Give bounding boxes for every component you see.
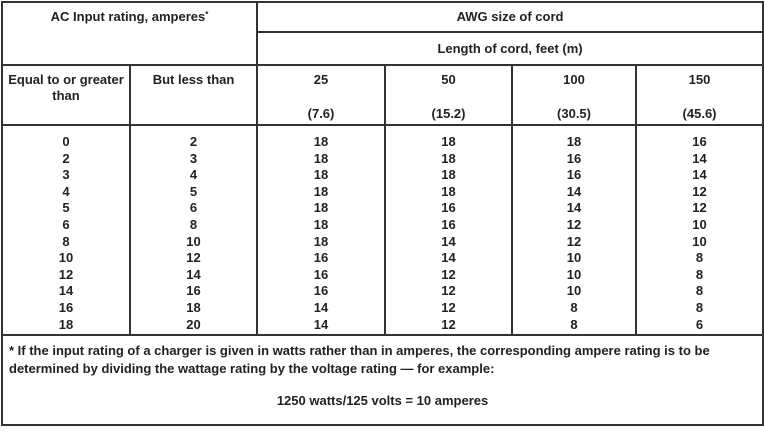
table-cell: 12 xyxy=(692,200,707,216)
table-cell: 6 xyxy=(62,216,70,232)
table-cell: 14 xyxy=(566,183,582,199)
footnote: * If the input rating of a charger is gi… xyxy=(0,334,764,426)
table-cell: 18 xyxy=(313,200,329,216)
length-header: Length of cord, feet (m) xyxy=(256,31,764,66)
table-cell: 12 xyxy=(441,299,456,315)
table-cell: 18 xyxy=(313,167,329,183)
table-cell: 18 xyxy=(441,167,456,183)
table-cell: 2 xyxy=(62,150,70,166)
table-cell: 6 xyxy=(189,200,198,216)
ft150-column: 16 14 14 12 12 10 10 8 8 8 8 6 xyxy=(635,124,764,336)
length-100-header: 100 (30.5) xyxy=(511,64,638,126)
table-cell: 18 xyxy=(186,299,201,315)
table-cell: 10 xyxy=(692,233,707,249)
table-cell: 3 xyxy=(62,167,70,183)
table-cell: 14 xyxy=(692,150,707,166)
table-cell: 16 xyxy=(58,299,74,315)
table-cell: 8 xyxy=(189,216,198,232)
table-cell: 6 xyxy=(695,316,704,332)
table-cell: 12 xyxy=(58,266,74,282)
table-cell: 16 xyxy=(441,200,456,216)
table-cell: 14 xyxy=(566,200,582,216)
table-cell: 18 xyxy=(313,216,329,232)
table-cell: 10 xyxy=(566,266,582,282)
table-cell: 14 xyxy=(313,316,329,332)
max-header: But less than xyxy=(128,64,259,126)
table-cell: 14 xyxy=(441,250,456,266)
table-cell: 14 xyxy=(692,167,707,183)
table-cell: 8 xyxy=(695,250,704,266)
ft100-column: 18 16 16 14 14 12 12 10 10 10 8 8 xyxy=(511,124,638,336)
max-column: 2 3 4 5 6 8 10 12 14 16 18 20 xyxy=(128,124,259,336)
table-cell: 12 xyxy=(566,233,582,249)
input-rating-header: AC Input rating, amperes* xyxy=(0,1,259,66)
table-cell: 12 xyxy=(186,250,201,266)
min-header: Equal to or greater than xyxy=(1,64,131,126)
table-cell: 8 xyxy=(695,266,704,282)
table-cell: 20 xyxy=(186,316,201,332)
table-cell: 18 xyxy=(58,316,74,332)
table-cell: 4 xyxy=(62,183,70,199)
table-cell: 3 xyxy=(189,150,198,166)
table-cell: 10 xyxy=(692,216,707,232)
awg-header: AWG size of cord xyxy=(256,1,764,33)
table-cell: 12 xyxy=(566,216,582,232)
table-cell: 18 xyxy=(441,150,456,166)
table-cell: 18 xyxy=(566,134,582,149)
length-150-header: 150 (45.6) xyxy=(635,64,764,126)
ft25-column: 18 18 18 18 18 18 18 16 16 16 14 14 xyxy=(256,124,387,336)
table-cell: 14 xyxy=(313,299,329,315)
table-cell: 10 xyxy=(186,233,201,249)
table-cell: 18 xyxy=(313,183,329,199)
table-cell: 8 xyxy=(62,233,70,249)
table-cell: 10 xyxy=(566,283,582,299)
table-cell: 10 xyxy=(58,250,74,266)
table-cell: 16 xyxy=(692,134,707,149)
table-cell: 12 xyxy=(441,283,456,299)
table-cell: 14 xyxy=(441,233,456,249)
table-cell: 14 xyxy=(186,266,201,282)
table-cell: 18 xyxy=(313,233,329,249)
table-cell: 8 xyxy=(570,316,578,332)
table-cell: 8 xyxy=(570,299,578,315)
table-cell: 18 xyxy=(441,134,456,149)
table-cell: 10 xyxy=(566,250,582,266)
table-cell: 18 xyxy=(313,134,329,149)
min-column: 0 2 3 4 5 6 8 10 12 14 16 18 xyxy=(1,124,131,336)
length-50-header: 50 (15.2) xyxy=(384,64,514,126)
table-cell: 12 xyxy=(692,183,707,199)
table-cell: 2 xyxy=(189,134,198,149)
table-cell: 4 xyxy=(189,167,198,183)
table-cell: 16 xyxy=(566,150,582,166)
awg-cord-size-table: AC Input rating, amperes* AWG size of co… xyxy=(0,1,764,426)
table-cell: 18 xyxy=(441,183,456,199)
table-cell: 16 xyxy=(313,250,329,266)
table-cell: 8 xyxy=(695,299,704,315)
length-25-header: 25 (7.6) xyxy=(256,64,387,126)
table-cell: 5 xyxy=(62,200,70,216)
table-cell: 16 xyxy=(186,283,201,299)
table-cell: 5 xyxy=(189,183,198,199)
table-cell: 16 xyxy=(313,266,329,282)
footnote-formula: 1250 watts/125 volts = 10 amperes xyxy=(276,393,489,408)
table-cell: 0 xyxy=(62,134,70,149)
table-cell: 16 xyxy=(441,216,456,232)
table-cell: 8 xyxy=(695,283,704,299)
footnote-text: * If the input rating of a charger is gi… xyxy=(9,343,710,376)
table-cell: 16 xyxy=(566,167,582,183)
ft50-column: 18 18 18 18 16 16 14 14 12 12 12 12 xyxy=(384,124,514,336)
table-cell: 14 xyxy=(58,283,74,299)
table-cell: 18 xyxy=(313,150,329,166)
table-cell: 12 xyxy=(441,266,456,282)
table-cell: 16 xyxy=(313,283,329,299)
table-cell: 12 xyxy=(441,316,456,332)
